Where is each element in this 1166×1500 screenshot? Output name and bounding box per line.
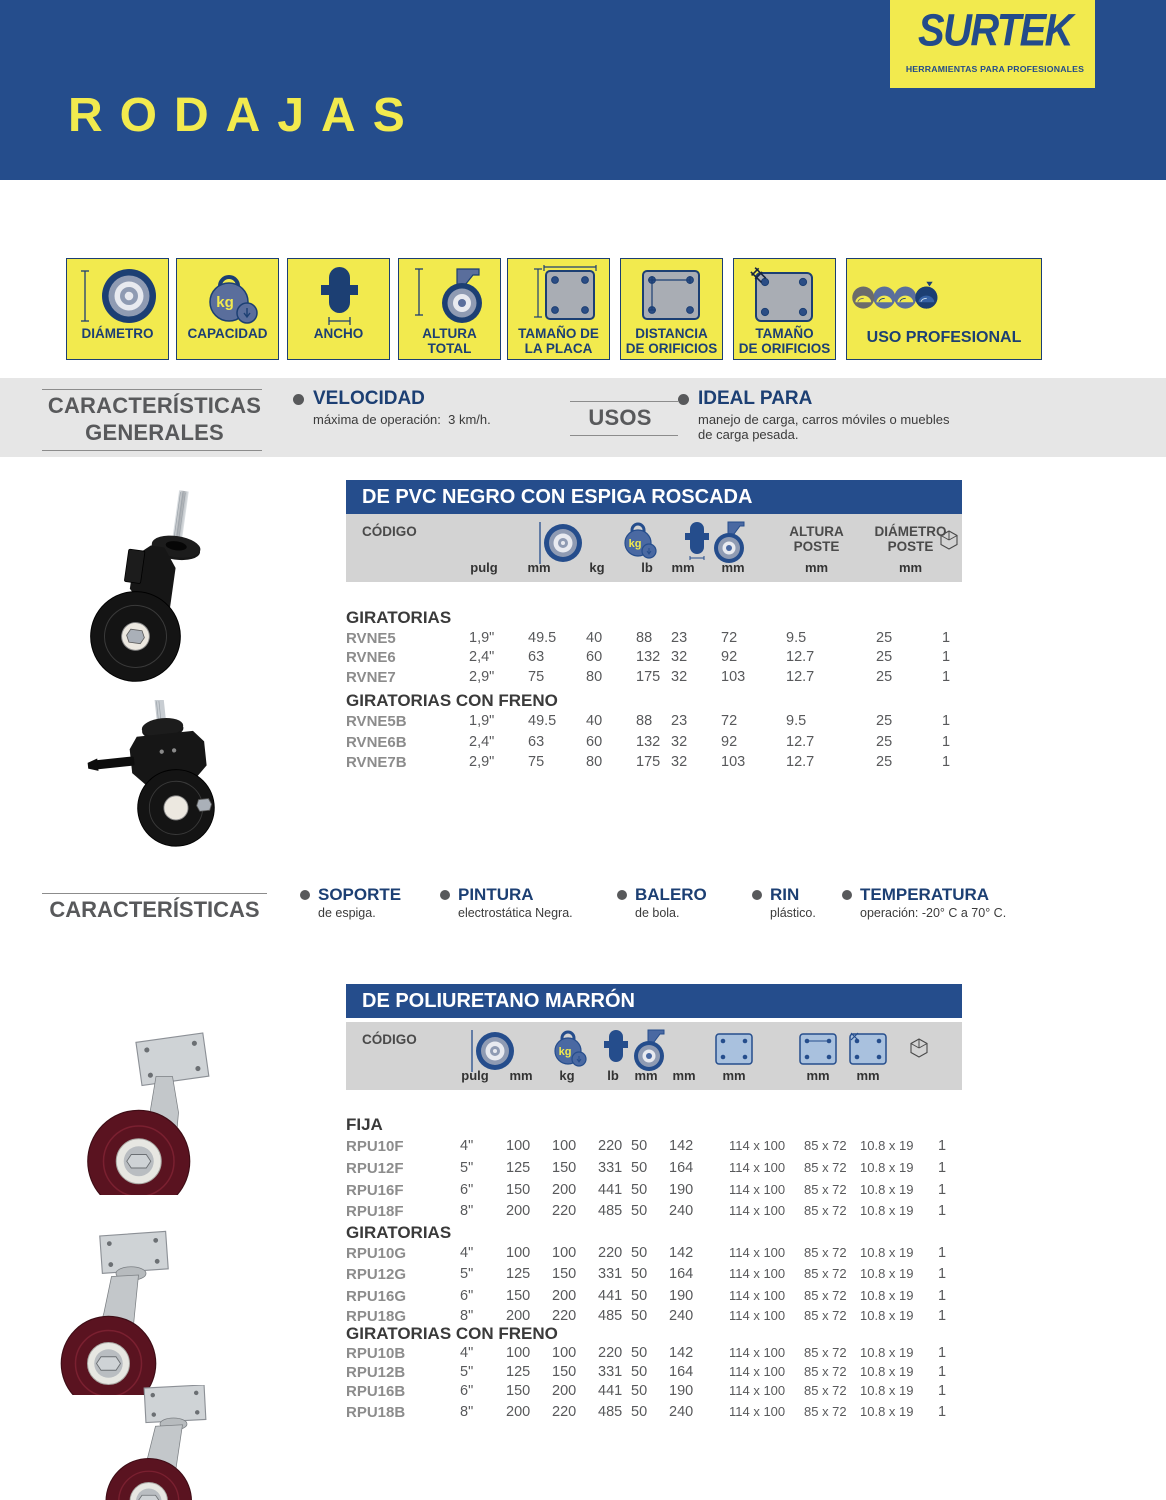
svg-text:kg: kg — [216, 294, 234, 311]
svg-text:kg: kg — [629, 538, 642, 550]
svg-text:kg: kg — [559, 1046, 572, 1058]
